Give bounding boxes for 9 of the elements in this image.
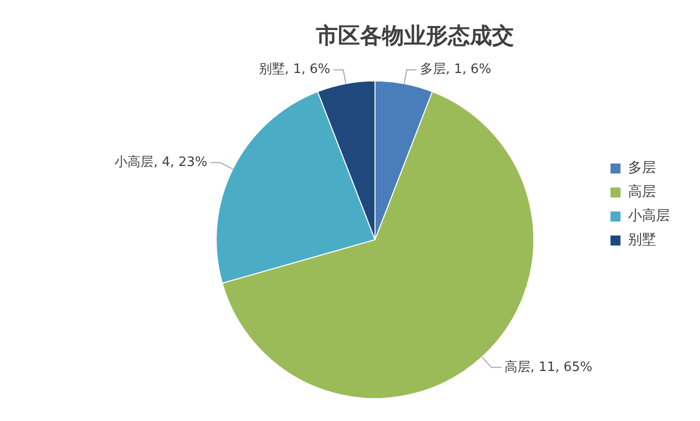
data-label: 高层, 11, 65%	[504, 358, 592, 375]
data-label: 小高层, 4, 23%	[114, 154, 208, 170]
legend-label: 多层	[628, 160, 656, 176]
legend-label: 高层	[628, 184, 656, 200]
legend-label: 别墅	[628, 232, 656, 248]
data-label: 多层, 1, 6%	[420, 62, 492, 78]
data-label: 别墅, 1, 6%	[258, 62, 330, 78]
legend-label: 小高层	[628, 208, 670, 224]
chart-title: 市区各物业形态成交	[315, 22, 514, 49]
